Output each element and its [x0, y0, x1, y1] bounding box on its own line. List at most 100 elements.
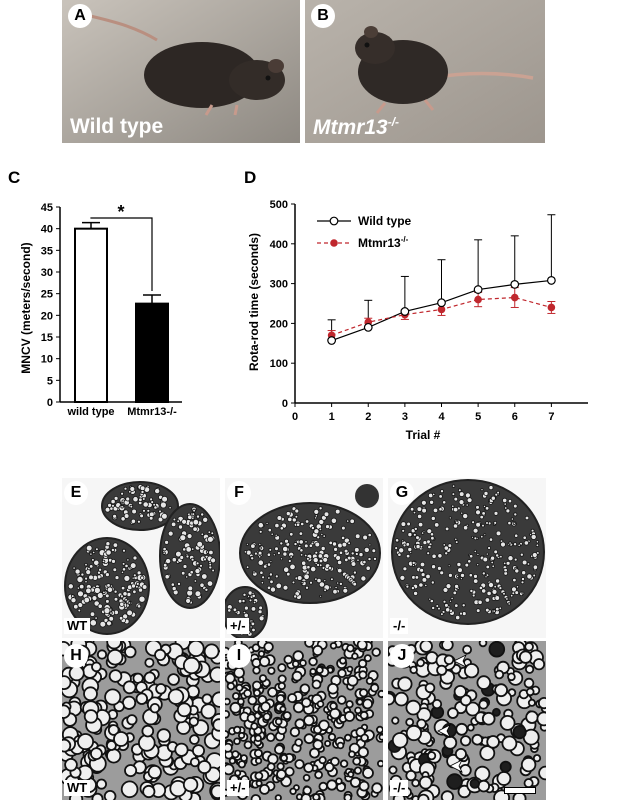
myelinated-axon: [142, 784, 156, 799]
axon-profile: [336, 567, 343, 574]
axon-profile: [168, 506, 172, 510]
axon-profile: [397, 552, 402, 557]
myelinated-axon: [262, 712, 272, 722]
myelinated-axon: [108, 669, 123, 683]
axon-profile: [335, 555, 341, 561]
axon-profile: [457, 567, 463, 573]
axon-profile: [322, 556, 329, 563]
axon-profile: [344, 557, 349, 563]
axon-profile: [443, 545, 449, 551]
axon-profile: [342, 587, 349, 594]
axon-profile: [514, 568, 520, 574]
myelinated-axon: [486, 735, 500, 749]
axon-profile: [434, 522, 440, 528]
axon-profile: [272, 553, 276, 557]
abnormal-myelin-profile: [469, 778, 481, 789]
axon-profile: [190, 547, 195, 551]
axon-profile: [185, 554, 190, 559]
axon-profile: [438, 507, 443, 512]
chart-c-ytick-label: 15: [41, 332, 53, 344]
abnormal-myelin-profile: [492, 707, 501, 717]
axon-profile: [285, 511, 291, 517]
axon-profile: [532, 573, 537, 578]
myelinated-axon: [104, 688, 122, 706]
axon-profile: [276, 515, 283, 521]
axon-profile: [283, 566, 290, 573]
axon-profile: [248, 598, 253, 603]
myelinated-axon: [327, 682, 339, 695]
panel-label-h: H: [64, 644, 88, 668]
wild-type-point-6: [510, 279, 520, 289]
axon-profile: [484, 506, 490, 511]
axon-profile: [465, 503, 469, 507]
myelinated-axon: [156, 728, 172, 743]
myelinated-axon: [120, 780, 139, 799]
photo-caption-mutant: Mtmr13-/-: [313, 115, 399, 140]
axon-profile: [274, 546, 279, 551]
axon-profile: [508, 541, 512, 545]
axon-profile: [471, 535, 474, 539]
axon-profile: [112, 567, 118, 572]
axon-profile: [314, 550, 319, 555]
axon-profile: [475, 509, 481, 516]
wild-type-point-3: [400, 307, 410, 316]
myelinated-axon: [238, 731, 246, 740]
axon-profile: [437, 566, 442, 571]
axon-profile: [452, 523, 459, 529]
axon-profile: [132, 573, 137, 578]
axon-profile: [91, 595, 98, 601]
myelinated-axon: [376, 725, 383, 734]
axon-profile: [120, 570, 125, 574]
myelinated-axon: [107, 724, 120, 736]
axon-profile: [304, 540, 308, 544]
axon-profile: [513, 542, 518, 547]
axon-profile: [122, 591, 128, 597]
axon-profile: [511, 591, 516, 596]
myelinated-axon: [405, 770, 417, 782]
axon-profile: [445, 583, 452, 589]
axon-profile: [123, 575, 131, 582]
axon-profile: [483, 504, 487, 508]
axon-profile: [413, 590, 419, 596]
myelinated-axon: [182, 776, 199, 793]
myelinated-axon: [277, 663, 287, 673]
axon-profile: [371, 548, 377, 553]
axon-profile: [469, 589, 474, 594]
axon-profile: [526, 573, 533, 580]
axon-profile: [140, 489, 145, 494]
myelinated-axon: [167, 673, 180, 686]
axon-profile: [103, 607, 111, 615]
axon-profile: [119, 601, 125, 607]
myelinated-axon: [210, 784, 220, 799]
axon-profile: [442, 587, 449, 593]
myelinated-axon: [523, 677, 535, 689]
myelinated-axon: [106, 641, 122, 650]
axon-profile: [291, 580, 296, 585]
axon-profile: [189, 570, 194, 575]
axon-profile: [263, 564, 268, 569]
axon-profile: [258, 555, 262, 559]
axon-profile: [243, 605, 249, 611]
axon-profile: [330, 577, 334, 581]
myelinated-axon: [189, 757, 200, 768]
myelinated-axon: [339, 759, 349, 768]
genotype-label-f: +/-: [227, 618, 249, 634]
axon-profile: [458, 499, 465, 506]
axon-profile: [318, 527, 323, 532]
axon-profile: [521, 570, 527, 576]
axon-profile: [520, 580, 525, 585]
axon-profile: [106, 583, 111, 588]
chart-c-ylabel: MNCV (meters/second): [19, 242, 33, 373]
axon-profile: [286, 571, 291, 577]
axon-profile: [282, 584, 289, 591]
axon-profile: [405, 584, 410, 589]
axon-profile: [199, 582, 205, 588]
legend-mutant-main: Mtmr13: [358, 236, 401, 250]
mutant-point-6: [510, 293, 519, 302]
axon-profile: [178, 524, 184, 530]
axon-profile: [426, 528, 433, 535]
axon-profile: [76, 576, 84, 584]
axon-profile: [251, 627, 256, 633]
axon-profile: [352, 581, 357, 587]
myelinated-axon: [312, 645, 324, 656]
